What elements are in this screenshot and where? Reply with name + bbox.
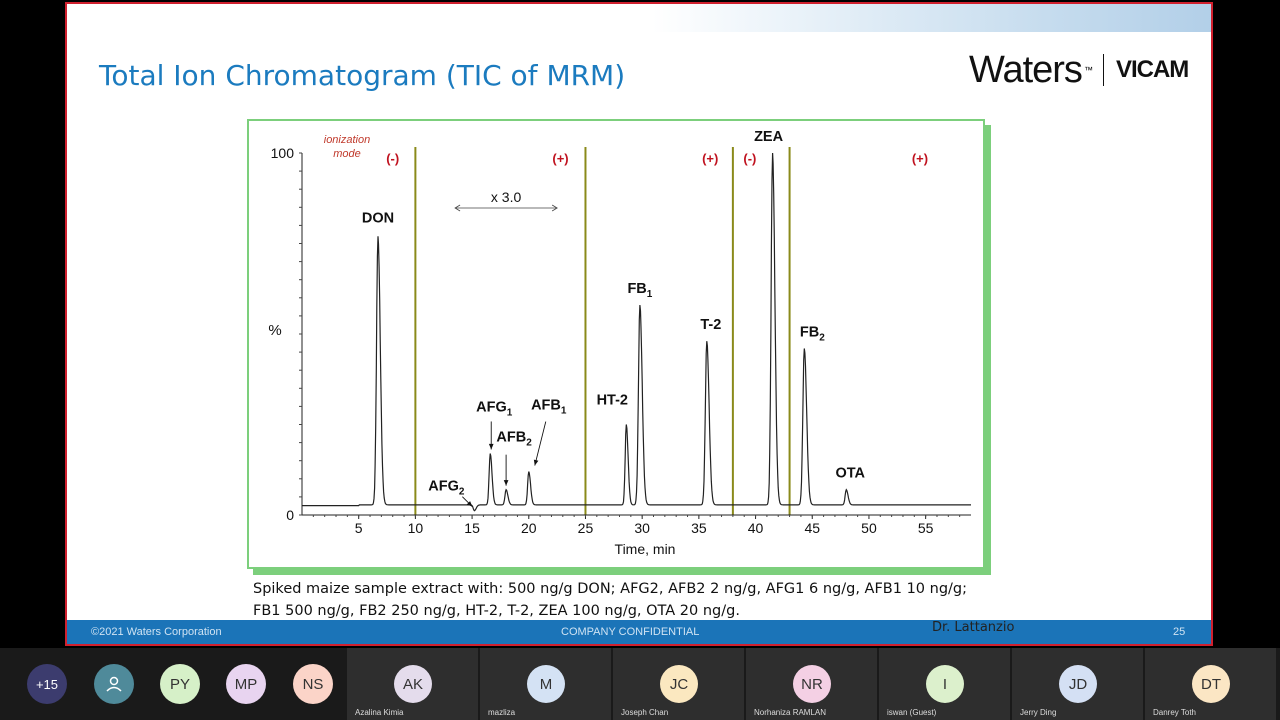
y-axis-label: % — [268, 322, 281, 339]
participant-name: mazliza — [488, 708, 516, 717]
participant-tile[interactable]: JC Joseph Chan — [613, 648, 744, 720]
participant-avatar: DT — [1192, 665, 1230, 703]
participant-name: Norhaniza RAMLAN — [754, 708, 827, 717]
x-tick-label: 40 — [748, 520, 764, 536]
afb1-arrow-head — [533, 459, 539, 466]
participant-avatar: JC — [660, 665, 698, 703]
ionization-label: ionization — [324, 134, 370, 146]
x-tick-label: 25 — [578, 520, 594, 536]
ionization-mode-label: (+) — [552, 151, 568, 166]
x-tick-label: 50 — [861, 520, 877, 536]
scale-note-label: x 3.0 — [491, 189, 522, 205]
afg2-arrow-head — [466, 501, 473, 507]
more-participants-button[interactable]: +15 — [27, 664, 67, 704]
peak-label: FB1 — [627, 281, 652, 300]
participant-avatar: I — [926, 665, 964, 703]
sample-caption: Spiked maize sample extract with: 500 ng… — [253, 578, 1153, 622]
slide-number: 25 — [1173, 626, 1186, 638]
participant-tile[interactable]: DT Danrey Toth — [1145, 648, 1276, 720]
participant-name: Danrey Toth — [1153, 708, 1196, 717]
logo-divider — [1102, 54, 1104, 86]
participant-avatar-1[interactable]: PY — [160, 664, 200, 704]
header-network-graphic — [652, 4, 1211, 32]
ionization-label-2: mode — [333, 148, 361, 160]
peak-label: ZEA — [754, 129, 784, 145]
x-tick-label: 10 — [408, 520, 424, 536]
y-tick-label: 0 — [286, 507, 294, 523]
participant-name: Joseph Chan — [621, 708, 669, 717]
tic-trace — [302, 152, 971, 512]
logo-vicam: VICAM — [1115, 56, 1189, 83]
presenter-name: Dr. Lattanzio — [932, 620, 1015, 635]
peak-label: OTA — [836, 466, 866, 482]
ionization-mode-label: (+) — [702, 151, 718, 166]
y-tick-label: 100 — [271, 145, 295, 161]
x-tick-label: 30 — [634, 520, 650, 536]
participant-name: Jerry Ding — [1020, 708, 1057, 717]
afb2-arrow-head — [503, 480, 509, 486]
peak-label: DON — [362, 210, 394, 226]
afg1-arrow-head — [488, 443, 494, 450]
x-tick-label: 45 — [804, 520, 820, 536]
x-axis-label: Time, min — [615, 541, 676, 557]
scale-arrow-head-right — [551, 204, 558, 212]
peak-label: AFB2 — [496, 430, 532, 449]
participant-avatar: AK — [394, 665, 432, 703]
participant-name: Azalina Kimia — [355, 708, 404, 717]
waters-vicam-logo: Waters ™ VICAM — [969, 46, 1205, 94]
participant-avatar: M — [527, 665, 565, 703]
scale-arrow-head-left — [454, 204, 461, 212]
participant-avatar: JD — [1059, 665, 1097, 703]
logo-waters: Waters — [969, 48, 1083, 91]
x-tick-label: 35 — [691, 520, 707, 536]
x-tick-label: 15 — [464, 520, 480, 536]
ionization-mode-label: (-) — [386, 151, 399, 166]
slide: Total Ion Chromatogram (TIC of MRM) Wate… — [65, 2, 1213, 646]
chromatogram-svg: 5 10 15 20 25 30 35 40 45 50 55 0 100 (-) (+) (+) (-) (+… — [268, 129, 971, 557]
person-icon — [106, 676, 122, 692]
caption-line-2: FB1 500 ng/g, FB2 250 ng/g, HT-2, T-2, Z… — [253, 603, 740, 619]
slide-title: Total Ion Chromatogram (TIC of MRM) — [99, 59, 626, 92]
x-tick-label: 5 — [355, 520, 363, 536]
footer-confidential: COMPANY CONFIDENTIAL — [561, 626, 700, 638]
x-tick-label: 20 — [521, 520, 537, 536]
peak-label: T-2 — [700, 317, 721, 333]
slide-footer: ©2021 Waters Corporation COMPANY CONFIDE… — [67, 620, 1211, 644]
participant-avatar-2[interactable]: MP — [226, 664, 266, 704]
participant-tile[interactable]: NR Norhaniza RAMLAN — [746, 648, 877, 720]
participant-avatar: NR — [793, 665, 831, 703]
peak-label: AFB1 — [531, 398, 567, 417]
peak-label: AFG2 — [428, 479, 465, 498]
participant-tile[interactable]: JD Jerry Ding — [1012, 648, 1143, 720]
chromatogram-chart: 5 10 15 20 25 30 35 40 45 50 55 0 100 (-) (+) (+) (-) (+… — [247, 119, 985, 569]
caption-line-1: Spiked maize sample extract with: 500 ng… — [253, 581, 968, 597]
ionization-mode-label: (+) — [912, 151, 928, 166]
peak-label: HT-2 — [597, 393, 628, 409]
participant-avatar-3[interactable]: NS — [293, 664, 333, 704]
afb1-arrow — [534, 421, 547, 466]
participant-avatar-0[interactable] — [94, 664, 134, 704]
participant-tile[interactable]: AK Azalina Kimia — [347, 648, 478, 720]
footer-copyright: ©2021 Waters Corporation — [91, 626, 222, 638]
logo-trademark: ™ — [1083, 65, 1093, 75]
ionization-mode-label: (-) — [743, 151, 756, 166]
peak-label: AFG1 — [476, 399, 513, 418]
participant-name: iswan (Guest) — [887, 708, 937, 717]
x-tick-label: 55 — [918, 520, 934, 536]
peak-label: FB2 — [800, 324, 825, 343]
